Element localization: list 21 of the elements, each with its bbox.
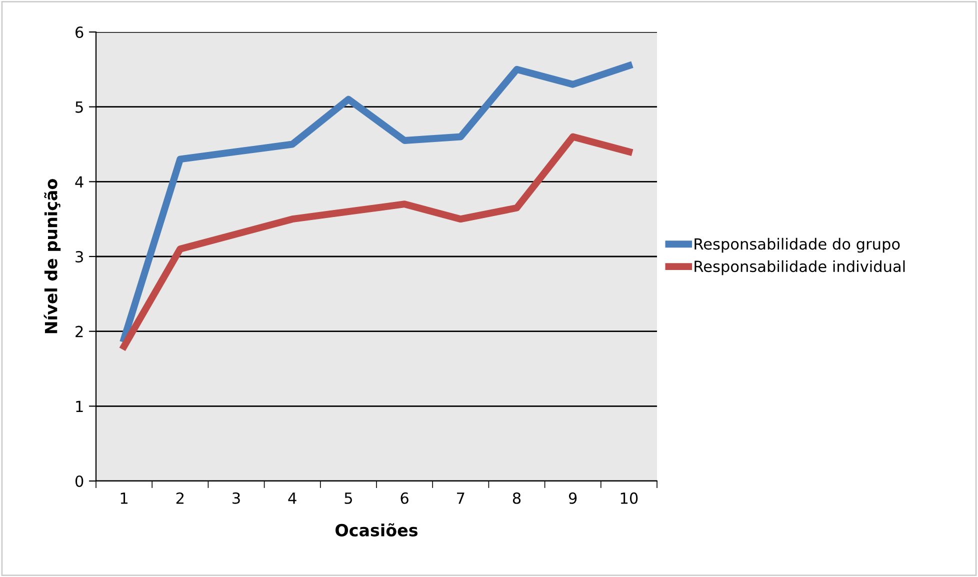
x-axis-title: Ocasiões bbox=[336, 523, 418, 536]
x-tick-label: 5 bbox=[344, 492, 352, 504]
y-axis-title: Nível de punição bbox=[44, 179, 61, 334]
x-tick-label: 8 bbox=[512, 492, 521, 504]
y-tick-label: 1 bbox=[76, 400, 83, 412]
y-tick-label: 3 bbox=[76, 250, 83, 263]
y-tick-label: 4 bbox=[75, 176, 84, 188]
x-tick-label: 1 bbox=[120, 492, 128, 504]
y-tick-label: 2 bbox=[76, 326, 83, 338]
y-tick-label: 0 bbox=[75, 475, 84, 488]
x-tick-label: 2 bbox=[176, 492, 184, 504]
x-tick-label: 10 bbox=[620, 492, 638, 504]
y-tick-label: 5 bbox=[76, 102, 83, 113]
x-tick-label: 6 bbox=[400, 492, 408, 504]
legend-label: Responsabilidade do grupo bbox=[694, 238, 900, 253]
y-tick-label: 6 bbox=[76, 26, 84, 38]
x-tick-label: 9 bbox=[568, 492, 577, 504]
x-tick-label: 3 bbox=[232, 492, 240, 504]
legend-label: Responsabilidade individual bbox=[694, 260, 905, 276]
x-tick-label: 7 bbox=[457, 492, 464, 504]
x-tick-label: 4 bbox=[288, 492, 296, 504]
